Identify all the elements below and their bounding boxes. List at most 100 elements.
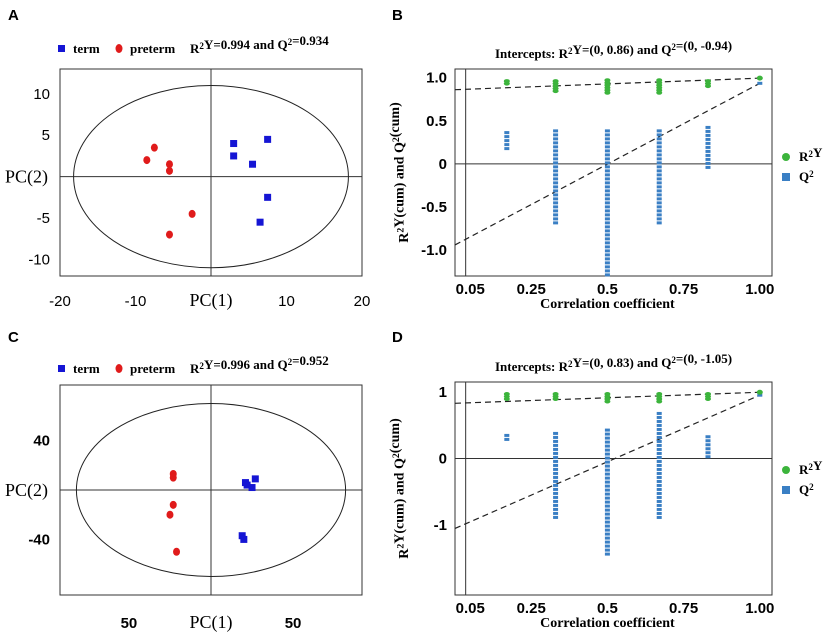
panel-d-q2-point [553, 459, 559, 463]
panel-c-stats: R2Y=0.996 and Q2=0.952 [190, 353, 329, 376]
panel-d-x-axis-label: Correlation coefficient [540, 616, 675, 631]
panel-d-q2-point [705, 439, 711, 443]
panel-d-q2-point [553, 499, 559, 503]
panel-b-q2-point [604, 209, 610, 213]
panel-a-hotelling-ellipse [73, 85, 349, 269]
panel-d-q2-point [604, 444, 610, 448]
panel-b-q2-point [604, 165, 610, 169]
panel-d-q2-point [604, 440, 610, 444]
panel-d-x-tick-label: 0.5 [597, 600, 618, 617]
panel-c-preterm-point [166, 510, 174, 519]
panel-c-preterm-point [169, 500, 177, 509]
panel-d-x-tick-label: 0.25 [517, 600, 546, 617]
panel-b-q2-point [705, 133, 711, 137]
panel-d-q2-point [656, 467, 662, 471]
panel-d-q2-point [604, 536, 610, 540]
panel-d-q2-point [553, 447, 559, 451]
panel-d-q2-point [656, 487, 662, 491]
panel-c-legend-term-label: term [73, 361, 100, 376]
panel-d-q2-point [656, 503, 662, 507]
panel-a-x-axis-label: PC(1) [189, 290, 232, 311]
panel-a-preterm-point [165, 160, 173, 169]
panel-b-q2-point [504, 135, 510, 139]
panel-b-q2-point [656, 217, 662, 221]
panel-d-q2-point [553, 431, 559, 435]
panel-d-q2-point [604, 432, 610, 436]
panel-b-q2-point [705, 145, 711, 149]
panel-d-r2y-original-point [756, 389, 763, 395]
panel-d-q2-point [656, 495, 662, 499]
panel-a-term-point [230, 140, 238, 148]
panel-b-q2-point [656, 193, 662, 197]
panel-d-q2-point [604, 540, 610, 544]
panel-b-q2-point [604, 233, 610, 237]
panel-b-letter: B [392, 7, 403, 24]
panel-b-q2-point [553, 133, 559, 137]
panel-b-q2-point [656, 161, 662, 165]
panel-d-q2-point [705, 443, 711, 447]
panel-d-q2-point [553, 495, 559, 499]
panel-d-q2-point [504, 437, 510, 441]
panel-a-x-tick-label: 20 [354, 293, 371, 310]
panel-d-q2-point [553, 479, 559, 483]
panel-d-q2-point [656, 423, 662, 427]
panel-d-q2-point [705, 451, 711, 455]
panel-d-q2-point [553, 443, 559, 447]
panel-a-x-tick-label: -10 [125, 293, 147, 310]
panel-d-x-tick-label: 0.75 [669, 600, 698, 617]
panel-a-legend-term-label: term [73, 41, 100, 56]
panel-d-q2-point [656, 499, 662, 503]
panel-d-q2-point [604, 528, 610, 532]
panel-d-q2-point [656, 455, 662, 459]
panel-d-q2-point [656, 415, 662, 419]
panel-b-q2-point [656, 157, 662, 161]
panel-b-q2-point [656, 209, 662, 213]
panel-d-q2-point [604, 472, 610, 476]
panel-b-q2-point [656, 165, 662, 169]
panel-c-x-axis-label: PC(1) [189, 612, 232, 633]
panel-d-legend-q2-marker [782, 486, 790, 494]
panel-c-legend-preterm-marker [115, 364, 123, 373]
panel-a-y-tick-label: 10 [33, 86, 50, 103]
panel-b-q2-point [604, 173, 610, 177]
panel-d-q2-point [553, 475, 559, 479]
panel-a-y-axis-label: PC(2) [5, 167, 48, 188]
panel-b-q2-point [604, 137, 610, 141]
panel-d-q2-point [656, 451, 662, 455]
panel-d-q2-point [656, 483, 662, 487]
panel-b-q2-point [604, 241, 610, 245]
panel-d-q2-point [656, 431, 662, 435]
panel-a-legend-preterm-label: preterm [130, 41, 175, 56]
panel-a-preterm-point [165, 166, 173, 175]
panel-d-r2y-point [604, 399, 611, 404]
panel-d-title: Intercepts: R2Y=(0, 0.83) and Q2=(0, -1.… [495, 351, 732, 374]
panel-d-q2-point [553, 467, 559, 471]
panel-b-q2-original-point [757, 81, 763, 85]
panel-b-q2-point [553, 169, 559, 173]
panel-a-legend-term-marker [58, 45, 65, 52]
panel-b-q2-point [604, 189, 610, 193]
panel-a-y-tick-label: -10 [28, 251, 50, 268]
panel-c-x-tick-label: 50 [121, 615, 138, 632]
panel-b-q2-point [553, 197, 559, 201]
panel-b-q2-point [604, 169, 610, 173]
panel-b-q2-point [656, 141, 662, 145]
panel-b-q2-point [504, 143, 510, 147]
panel-d-q2-point [656, 511, 662, 515]
panel-b-q2-point [604, 273, 610, 277]
panel-d-legend-r2y-marker [782, 466, 790, 474]
panel-d-q2-point [604, 492, 610, 496]
panel-b-q2-point [604, 157, 610, 161]
panel-b-y-tick-label: -0.5 [421, 199, 447, 216]
panel-b-q2-point [553, 137, 559, 141]
panel-d-q2-point [604, 524, 610, 528]
panel-a-letter: A [8, 7, 19, 24]
panel-b-q2-point [604, 161, 610, 165]
panel-b-q2-point [604, 141, 610, 145]
panel-c-y-tick-label: 40 [33, 433, 50, 450]
panel-b-q2-point [656, 145, 662, 149]
panel-c-hotelling-ellipse [75, 403, 347, 577]
panel-b-q2-point [604, 153, 610, 157]
panel-b-q2-point [604, 249, 610, 253]
panel-b-q2-point [553, 177, 559, 181]
